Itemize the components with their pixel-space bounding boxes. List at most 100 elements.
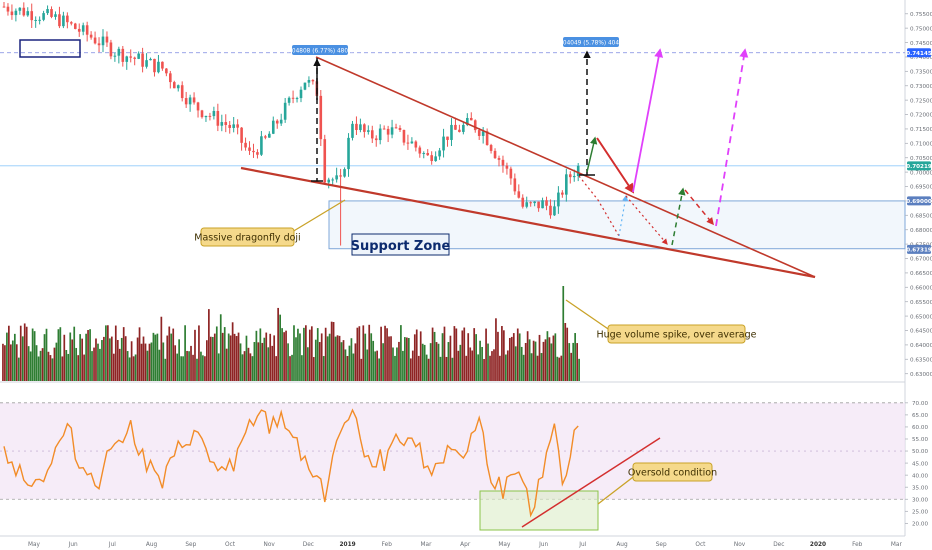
volume-bar (116, 339, 119, 381)
volume-bar (328, 333, 331, 381)
candle (248, 141, 251, 155)
candle-body (271, 120, 275, 134)
volume-bar (180, 356, 182, 381)
candle-body (208, 115, 212, 117)
candle-body (355, 123, 358, 131)
volume-bar (237, 332, 240, 381)
volume-bar (338, 335, 341, 381)
candle (477, 128, 481, 140)
volume-bar (423, 344, 426, 381)
volume-bar (360, 358, 363, 381)
volume-bar (194, 329, 196, 381)
candle (335, 167, 338, 183)
volume-bar (366, 349, 369, 381)
candle-body (327, 179, 331, 183)
candle-body (501, 159, 505, 166)
candle-body (149, 58, 152, 61)
candle-body (525, 202, 529, 207)
price-tick-label: 0.69500 (910, 185, 932, 191)
volume-bar (81, 338, 83, 381)
candle-body (117, 48, 121, 56)
volume-bar (501, 326, 503, 381)
volume-bar (217, 353, 220, 381)
candle-body (335, 175, 338, 180)
time-tick-label: Feb (382, 542, 393, 548)
volume-bar (400, 325, 402, 381)
candle (454, 117, 457, 130)
price-tick-label: 0.72500 (910, 98, 932, 104)
doji-callout: Massive dragonfly doji (194, 227, 301, 247)
volume-bar (322, 356, 325, 381)
candle (232, 117, 235, 133)
price-badge-box (907, 244, 931, 254)
rsi-tick-label: 55.00 (912, 437, 928, 443)
volume-bar (150, 342, 153, 381)
volume-bar (45, 328, 48, 381)
candle-body (268, 133, 271, 138)
volume-bar (475, 334, 477, 381)
oversold-callout-text: Oversold condition (628, 468, 717, 479)
candle-body (26, 11, 30, 16)
volume-bar (356, 327, 359, 381)
volume-bar (229, 335, 232, 381)
candle-body (311, 79, 315, 82)
candle-body (370, 130, 374, 139)
volume-bar (495, 318, 497, 381)
price-tick-label: 0.65000 (910, 314, 932, 320)
candle-body (283, 102, 287, 120)
candle (549, 199, 552, 219)
candle-body (212, 110, 216, 117)
candle (493, 148, 497, 159)
volume-bar (55, 342, 58, 381)
volume-bar (352, 353, 355, 381)
volume-bar (11, 340, 14, 381)
time-tick-label: Aug (146, 542, 158, 548)
candle-body (343, 169, 346, 177)
volume-bar (170, 333, 173, 381)
candle-body (176, 85, 180, 89)
candle-body (10, 11, 14, 16)
candle-body (450, 124, 453, 140)
volume-bar (364, 333, 367, 381)
candle (271, 116, 275, 135)
volume-bar (61, 356, 64, 381)
candle (469, 112, 473, 121)
volume-bar (330, 321, 333, 381)
volume-bar (413, 334, 416, 381)
candle (414, 140, 418, 152)
volume-bar (570, 352, 573, 381)
volume-bar (528, 339, 531, 381)
candle (22, 2, 26, 17)
candle (359, 118, 362, 133)
volume-bar (326, 336, 329, 381)
volume-bar (384, 325, 386, 381)
volume-bar (233, 333, 236, 381)
rsi-tick-label: 60.00 (912, 425, 928, 431)
candle (145, 53, 148, 69)
volume-bar (564, 323, 567, 381)
candle (260, 130, 263, 156)
candle (279, 113, 283, 126)
volume-bar (241, 354, 244, 381)
volume-bar (358, 326, 361, 381)
volume-bar (431, 327, 434, 381)
volume-bar (415, 329, 418, 381)
candle (34, 16, 37, 28)
price-badge: 0.69000 (906, 196, 932, 206)
candle-body (359, 124, 362, 131)
time-tick-label: Oct (695, 542, 706, 548)
support-zone-label-text: Support Zone (351, 239, 451, 254)
time-tick-label: Dec (773, 542, 784, 548)
price-tick-label: 0.68500 (910, 214, 932, 220)
candle (77, 23, 81, 37)
candle (434, 151, 437, 162)
volume-bar (411, 350, 414, 381)
measure-label-1-text: 0.04808 (6.77%) 480.8 (286, 48, 354, 54)
candle-body (2, 6, 6, 8)
candle-body (553, 206, 556, 216)
candle-body (481, 131, 485, 136)
volume-bar (239, 343, 242, 381)
candle-body (46, 9, 49, 14)
candle-body (386, 128, 390, 135)
candle (517, 184, 521, 199)
